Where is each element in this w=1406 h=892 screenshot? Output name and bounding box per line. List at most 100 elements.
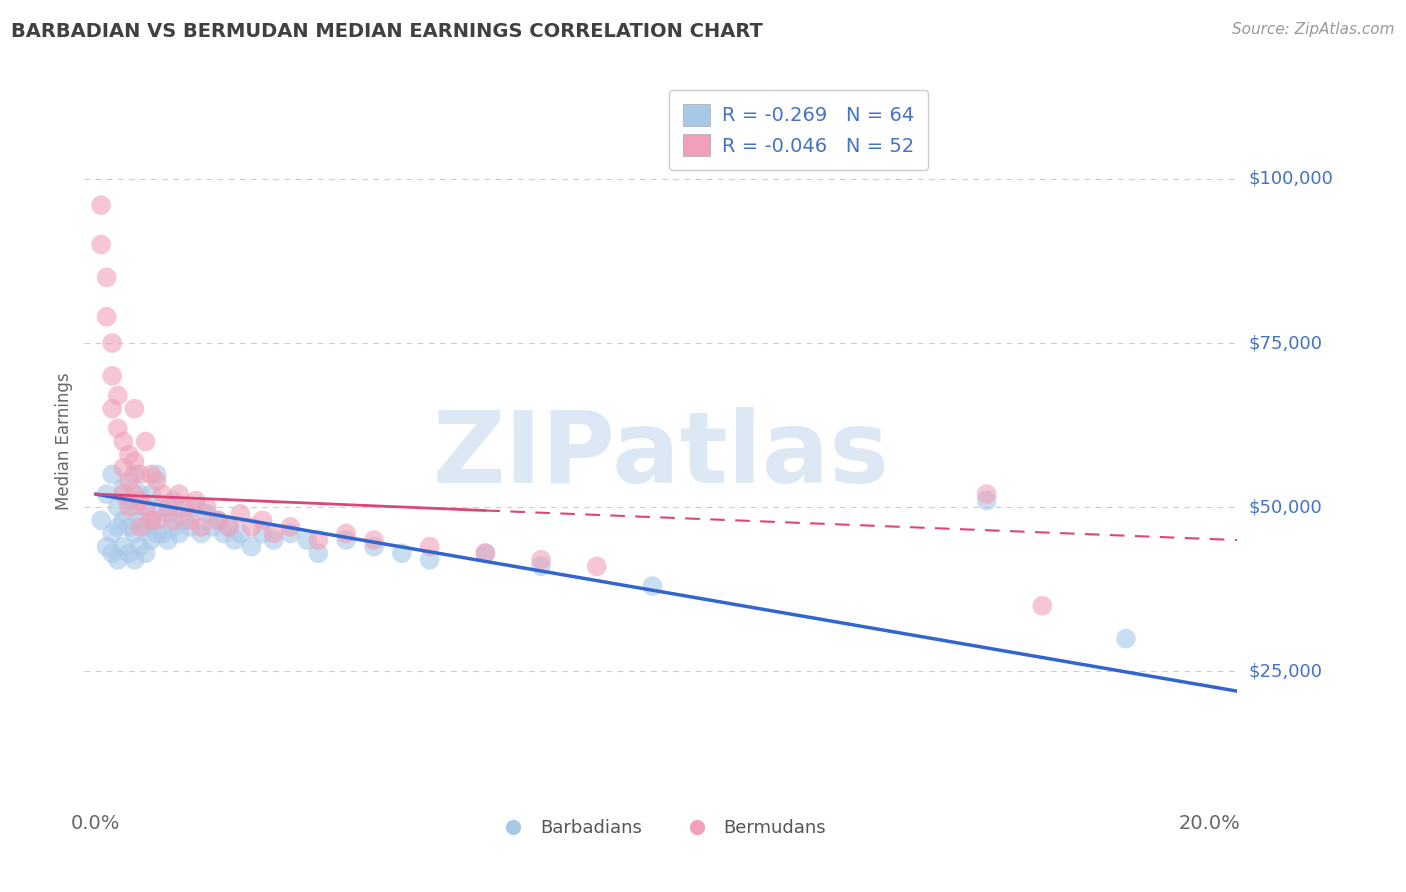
Point [252,513,274,527]
Point [195,507,218,521]
Point [118,520,141,534]
Point [167,487,190,501]
Point [162,513,184,527]
Point [335,526,357,541]
Point [229,526,252,541]
Point [145,513,167,527]
Point [976,487,998,501]
Point [207,513,229,527]
Point [135,520,157,534]
Point [184,493,207,508]
Point [229,507,252,521]
Point [141,467,163,482]
Point [167,526,190,541]
Point [135,546,157,560]
Point [145,467,167,482]
Point [101,368,124,383]
Point [112,481,135,495]
Point [129,513,152,527]
Point [363,533,385,547]
Point [184,500,207,515]
Point [118,474,141,488]
Point [295,533,318,547]
Point [129,487,152,501]
Point [101,546,124,560]
Point [179,513,201,527]
Point [419,540,441,554]
Point [124,553,146,567]
Point [107,388,129,402]
Point [212,526,235,541]
Point [173,513,195,527]
Text: BARBADIAN VS BERMUDAN MEDIAN EARNINGS CORRELATION CHART: BARBADIAN VS BERMUDAN MEDIAN EARNINGS CO… [11,22,763,41]
Point [263,533,285,547]
Point [173,500,195,515]
Point [124,526,146,541]
Point [118,493,141,508]
Point [145,474,167,488]
Text: $25,000: $25,000 [1249,663,1323,681]
Point [190,526,212,541]
Point [90,198,112,212]
Text: Source: ZipAtlas.com: Source: ZipAtlas.com [1232,22,1395,37]
Point [141,513,163,527]
Point [585,559,607,574]
Point [280,520,302,534]
Point [641,579,664,593]
Point [1031,599,1053,613]
Point [190,520,212,534]
Point [150,500,173,515]
Point [195,500,218,515]
Point [167,500,190,515]
Point [218,520,240,534]
Point [129,520,152,534]
Point [129,493,152,508]
Point [124,500,146,515]
Point [112,460,135,475]
Point [141,533,163,547]
Point [96,310,118,324]
Point [124,454,146,468]
Point [156,533,179,547]
Point [112,513,135,527]
Point [240,540,263,554]
Point [101,336,124,351]
Point [224,533,246,547]
Point [101,526,124,541]
Point [135,500,157,515]
Point [207,513,229,527]
Point [141,513,163,527]
Y-axis label: Median Earnings: Median Earnings [55,373,73,510]
Point [107,553,129,567]
Point [145,526,167,541]
Point [162,520,184,534]
Point [124,467,146,482]
Point [307,533,329,547]
Point [474,546,496,560]
Legend: Barbadians, Bermudans: Barbadians, Bermudans [488,812,834,845]
Point [129,540,152,554]
Point [135,434,157,449]
Point [240,520,263,534]
Text: $75,000: $75,000 [1249,334,1323,352]
Point [112,487,135,501]
Point [530,559,553,574]
Point [112,434,135,449]
Point [124,401,146,416]
Point [118,500,141,515]
Point [201,520,224,534]
Point [141,487,163,501]
Point [107,421,129,435]
Point [976,493,998,508]
Point [135,500,157,515]
Point [112,540,135,554]
Point [129,467,152,482]
Point [419,553,441,567]
Point [474,546,496,560]
Point [124,487,146,501]
Point [150,526,173,541]
Point [118,546,141,560]
Point [101,401,124,416]
Point [218,520,240,534]
Text: $50,000: $50,000 [1249,499,1322,516]
